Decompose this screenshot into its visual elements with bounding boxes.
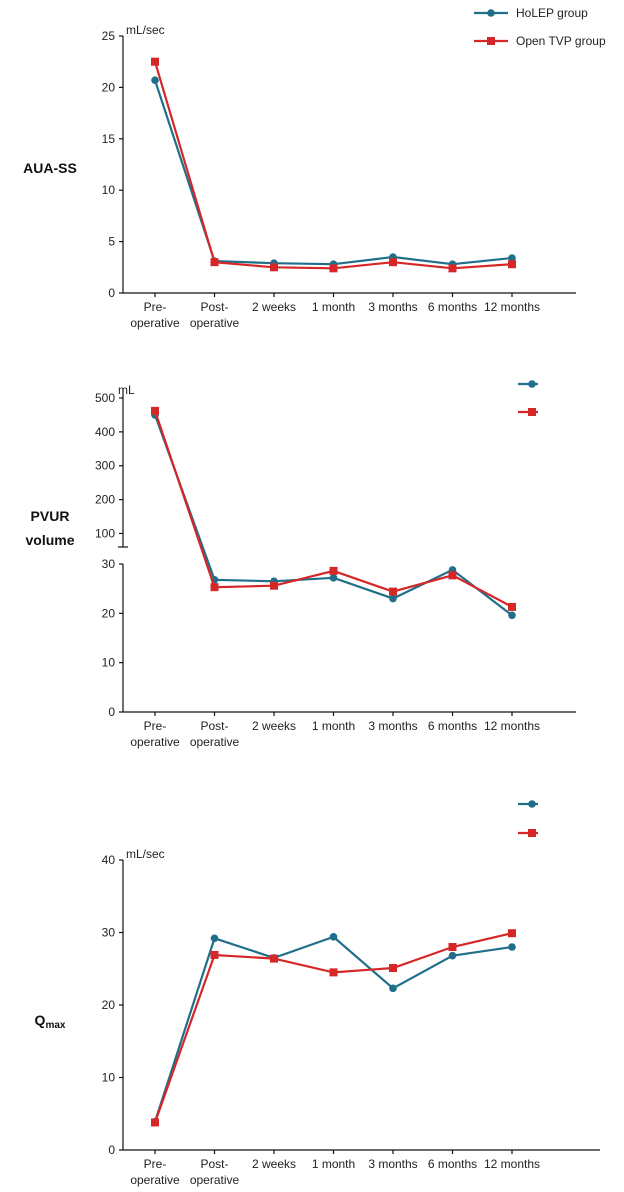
pvur-point-holep [329,574,338,582]
pvur-point-tvp [151,406,159,415]
aua-y-tick-label: 0 [108,286,115,300]
qmax-x-tick-label: Pre- [144,1157,167,1171]
pvur-point-tvp [329,566,338,575]
aua-x-tick-label: 2 weeks [252,300,296,314]
qmax-point-holep [210,934,219,943]
qmax-point-tvp [329,968,338,977]
aua-point-holep [508,254,516,262]
aua-x-tick-label: 1 month [312,300,355,314]
pvur-point-tvp [270,581,278,590]
pvur-point-tvp [210,583,219,592]
pvur-x-tick-label: 12 months [484,719,540,733]
pvur-x-tick-label: 2 weeks [252,719,296,733]
aua-point-tvp [329,264,338,273]
aua-x-tick-label: 6 months [428,300,477,314]
qmax-unit-label: mL/sec [126,847,165,861]
qmax-y-tick-label: 10 [102,1071,116,1085]
qmax-row-label: Qmax [35,1012,66,1031]
aua-point-holep [151,76,159,85]
legend-marker-holep [487,9,495,17]
qmax-y-tick-label: 0 [108,1143,115,1157]
pvur-row-label: PVUR [31,508,70,524]
aua-point-tvp [508,260,516,269]
aua-x-tick-label: operative [190,316,240,330]
qmax-point-tvp [270,954,278,963]
qmax-line-tvp [153,932,513,1123]
qmax-x-tick-label: 12 months [484,1157,540,1171]
qmax-x-tick-label: 2 weeks [252,1157,296,1171]
legend-marker-holep [528,380,536,388]
qmax-x-tick-label: operative [190,1173,240,1187]
aua-y-tick-label: 5 [108,235,115,249]
aua-row-label: AUA-SS [23,160,77,176]
qmax-point-tvp [389,964,397,973]
aua-x-tick-label: Post- [200,300,228,314]
pvur-x-tick-label: operative [130,735,180,749]
aua-y-tick-label: 15 [102,132,116,146]
qmax-line-holep [153,935,513,1123]
qmax-x-tick-label: 3 months [368,1157,417,1171]
qmax-point-holep [448,951,457,960]
aua-x-tick-label: 12 months [484,300,540,314]
pvur-y-tick-label: 0 [108,705,115,719]
qmax-y-tick-label: 40 [102,853,116,867]
aua-x-tick-label: operative [130,316,180,330]
aua-y-tick-label: 25 [102,29,116,43]
aua-line-holep [153,79,513,266]
aua-point-tvp [389,258,397,267]
aua-y-tick-label: 10 [102,183,116,197]
pvur-x-tick-label: Post- [200,719,228,733]
aua-point-tvp [270,263,278,272]
pvur-x-tick-label: 6 months [428,719,477,733]
aua-point-tvp [448,264,457,273]
aua-x-tick-label: Pre- [144,300,167,314]
pvur-y-tick-label: 300 [95,459,115,473]
pvur-x-tick-label: operative [190,735,240,749]
pvur-y-tick-label: 400 [95,425,115,439]
legend-marker-tvp [528,408,536,416]
qmax-point-tvp [508,929,516,938]
legend-label-holep: HoLEP group [516,6,588,20]
legend-marker-holep [528,800,536,808]
pvur-x-tick-label: 3 months [368,719,417,733]
aua-y-tick-label: 20 [102,80,116,94]
pvur-point-tvp [448,571,457,580]
pvur-point-holep [508,611,516,620]
pvur-y-tick-label: 30 [102,557,116,571]
qmax-y-tick-label: 20 [102,998,116,1012]
pvur-y-tick-label: 200 [95,493,115,507]
aua-x-tick-label: 3 months [368,300,417,314]
pvur-x-tick-label: Pre- [144,719,167,733]
qmax-y-tick-label: 30 [102,926,116,940]
qmax-point-tvp [448,943,457,951]
aua-point-tvp [151,57,159,66]
qmax-point-tvp [210,950,219,959]
qmax-point-holep [329,933,338,941]
qmax-point-holep [389,984,397,993]
pvur-line-holep [153,414,513,617]
qmax-x-tick-label: 1 month [312,1157,355,1171]
qmax-point-tvp [151,1118,159,1127]
aua-line-tvp [153,61,513,270]
pvur-y-tick-label: 10 [102,656,116,670]
pvur-unit-label: mL [118,383,135,397]
pvur-point-tvp [389,587,397,596]
qmax-x-tick-label: operative [130,1173,180,1187]
pvur-row-label-line2: volume [25,532,74,548]
pvur-y-tick-label: 100 [95,526,115,540]
pvur-point-holep [389,594,397,603]
aua-point-tvp [210,258,219,267]
pvur-x-tick-label: 1 month [312,719,355,733]
legend-marker-tvp [487,37,495,45]
legend-marker-tvp [528,829,536,837]
legend-label-tvp: Open TVP group [516,34,606,48]
pvur-y-tick-label: 20 [102,606,116,620]
qmax-point-holep [508,943,516,951]
pvur-y-tick-label: 500 [95,391,115,405]
aua-unit-label: mL/sec [126,23,165,37]
qmax-x-tick-label: Post- [200,1157,228,1171]
pvur-point-tvp [508,602,516,611]
qmax-x-tick-label: 6 months [428,1157,477,1171]
